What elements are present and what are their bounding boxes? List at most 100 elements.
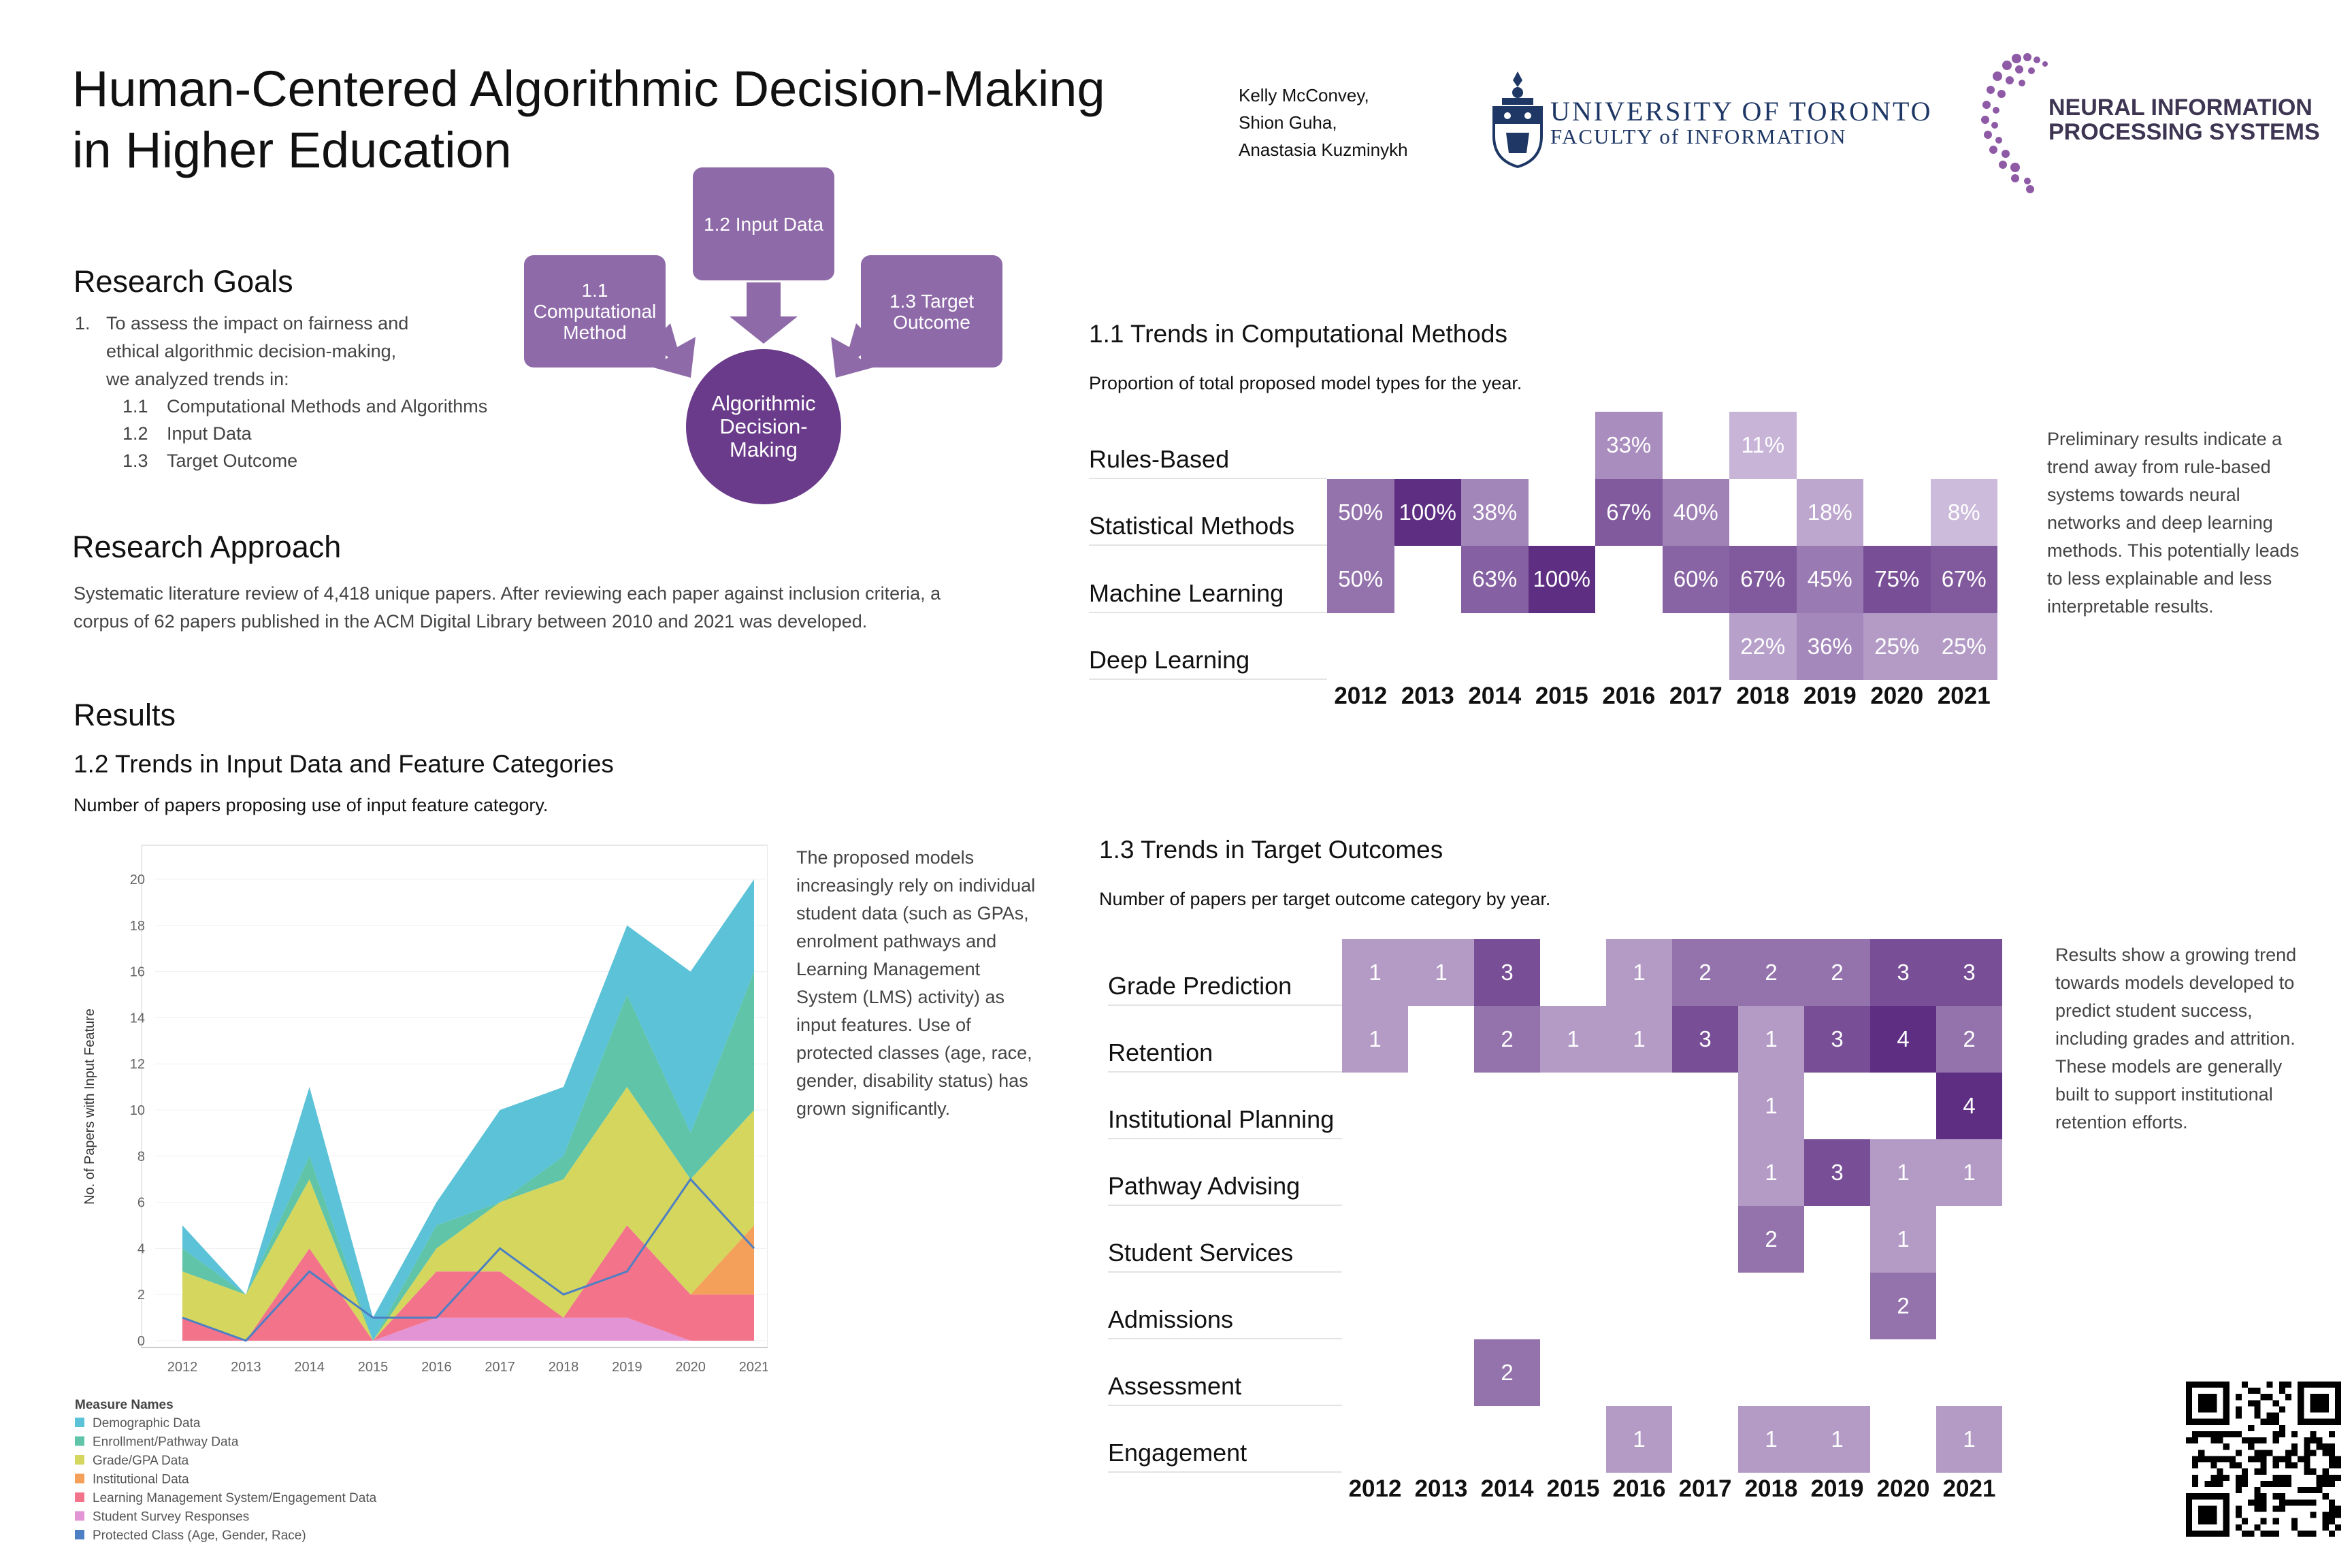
qr-module bbox=[2254, 1499, 2261, 1506]
qr-finder bbox=[2186, 1493, 2230, 1500]
qr-module bbox=[2298, 1499, 2304, 1506]
legend-item: Learning Management System/Engagement Da… bbox=[93, 1491, 377, 1505]
qr-module bbox=[2210, 1474, 2217, 1481]
qr-module bbox=[2210, 1431, 2217, 1438]
legend-swatch bbox=[75, 1530, 84, 1539]
heatmap-cell: 67% bbox=[1729, 546, 1797, 613]
qr-module bbox=[2322, 1450, 2329, 1456]
qr-module bbox=[2260, 1530, 2267, 1537]
qr-module bbox=[2310, 1487, 2317, 1494]
qr-module bbox=[2223, 1431, 2230, 1438]
heatmap-cell: 100% bbox=[1394, 478, 1461, 546]
x-tick-label: 2014 bbox=[294, 1360, 325, 1375]
qr-finder bbox=[2334, 1382, 2341, 1425]
qr-module bbox=[2223, 1456, 2230, 1463]
heatmap-row-label: Statistical Methods bbox=[1089, 512, 1295, 540]
input-note-line: student data (such as GPAs, bbox=[796, 903, 1029, 924]
qr-module bbox=[2260, 1437, 2267, 1444]
qr-module bbox=[2310, 1437, 2317, 1444]
heatmap-year-label: 2012 bbox=[1334, 683, 1388, 709]
qr-finder bbox=[2198, 1394, 2217, 1413]
qr-module bbox=[2260, 1493, 2267, 1500]
heatmap-row-divider bbox=[1108, 1071, 1342, 1073]
qr-module bbox=[2272, 1400, 2279, 1407]
outcomes-note-line: These models are generally bbox=[2055, 1056, 2283, 1077]
qr-module bbox=[2242, 1530, 2249, 1537]
methods-note-line: systems towards neural bbox=[2047, 485, 2240, 505]
heatmap-cell: 60% bbox=[1662, 546, 1729, 613]
heatmap-cell: 100% bbox=[1528, 546, 1595, 613]
x-tick-label: 2012 bbox=[167, 1360, 198, 1375]
qr-module bbox=[2248, 1437, 2255, 1444]
qr-module bbox=[2272, 1437, 2279, 1444]
legend-item: Protected Class (Age, Gender, Race) bbox=[93, 1529, 306, 1543]
qr-finder bbox=[2223, 1382, 2230, 1425]
goal-line-2: ethical algorithmic decision-making, bbox=[106, 341, 397, 361]
legend-swatch bbox=[75, 1473, 84, 1484]
qr-module bbox=[2272, 1530, 2279, 1537]
qr-module bbox=[2248, 1499, 2255, 1506]
qr-module bbox=[2254, 1524, 2261, 1531]
legend-item: Institutional Data bbox=[93, 1473, 189, 1487]
input-note-line: increasingly rely on individual bbox=[796, 875, 1036, 896]
x-tick-label: 2018 bbox=[549, 1360, 579, 1375]
heatmap-cell: 1 bbox=[1738, 1073, 1804, 1139]
heatmap-row-label: Student Services bbox=[1108, 1239, 1294, 1267]
qr-module bbox=[2198, 1456, 2205, 1463]
heatmap-year-label: 2021 bbox=[1937, 683, 1991, 709]
heatmap-row-divider bbox=[1108, 1004, 1342, 1006]
input-note-line: enrolment pathways and bbox=[796, 931, 997, 951]
qr-module bbox=[2272, 1412, 2279, 1419]
heatmap-cell: 1 bbox=[1738, 1006, 1804, 1073]
heatmap-year-label: 2014 bbox=[1468, 683, 1522, 709]
qr-module bbox=[2278, 1406, 2285, 1413]
y-tick-label: 20 bbox=[130, 872, 145, 887]
outcomes-note-line: built to support institutional bbox=[2055, 1084, 2273, 1105]
input-note-line: Learning Management bbox=[796, 959, 981, 979]
qr-module bbox=[2260, 1394, 2267, 1401]
x-tick-label: 2020 bbox=[675, 1360, 706, 1375]
heatmap-cell: 2 bbox=[1672, 939, 1738, 1006]
qr-module bbox=[2322, 1518, 2329, 1524]
qr-module bbox=[2229, 1462, 2236, 1469]
heatmap-cell: 2 bbox=[1738, 1206, 1804, 1273]
qr-module bbox=[2291, 1450, 2298, 1456]
author-1: Kelly McConvey, bbox=[1239, 85, 1369, 105]
qr-module bbox=[2316, 1437, 2323, 1444]
heatmap-cell: 33% bbox=[1595, 412, 1663, 479]
qr-module bbox=[2242, 1480, 2249, 1488]
legend-item: Enrollment/Pathway Data bbox=[93, 1435, 239, 1450]
heatmap-row-divider bbox=[1108, 1471, 1342, 1473]
methods-subtitle: Proportion of total proposed model types… bbox=[1089, 373, 1522, 393]
qr-module bbox=[2210, 1480, 2217, 1488]
qr-module bbox=[2260, 1418, 2267, 1425]
qr-module bbox=[2260, 1456, 2267, 1463]
qr-module bbox=[2310, 1431, 2317, 1438]
qr-module bbox=[2316, 1480, 2323, 1488]
qr-module bbox=[2266, 1450, 2273, 1456]
qr-module bbox=[2328, 1518, 2335, 1524]
qr-module bbox=[2248, 1424, 2255, 1431]
qr-module bbox=[2242, 1382, 2249, 1388]
qr-module bbox=[2266, 1480, 2273, 1488]
qr-module bbox=[2322, 1512, 2329, 1518]
outcomes-note-line: towards models developed to bbox=[2055, 973, 2295, 993]
qr-module bbox=[2254, 1412, 2261, 1419]
qr-module bbox=[2278, 1499, 2285, 1506]
input-note-line: protected classes (age, race, bbox=[796, 1043, 1032, 1063]
qr-finder bbox=[2198, 1505, 2217, 1524]
subgoal-num: 1.2 bbox=[122, 423, 148, 444]
heatmap-row-divider bbox=[1108, 1271, 1342, 1273]
heatmap-cell: 22% bbox=[1729, 612, 1797, 680]
qr-module bbox=[2322, 1480, 2329, 1488]
qr-code[interactable] bbox=[2186, 1382, 2341, 1537]
qr-module bbox=[2192, 1456, 2199, 1463]
heatmap-year-label: 2016 bbox=[1602, 683, 1656, 709]
qr-module bbox=[2304, 1487, 2310, 1494]
qr-module bbox=[2272, 1474, 2279, 1481]
heatmap-year-label: 2020 bbox=[1870, 683, 1924, 709]
title-line-1: Human-Centered Algorithmic Decision-Maki… bbox=[72, 61, 1105, 117]
qr-finder bbox=[2298, 1382, 2341, 1388]
uoft-name: UNIVERSITY OF TORONTO bbox=[1550, 96, 1933, 127]
qr-module bbox=[2278, 1424, 2285, 1431]
